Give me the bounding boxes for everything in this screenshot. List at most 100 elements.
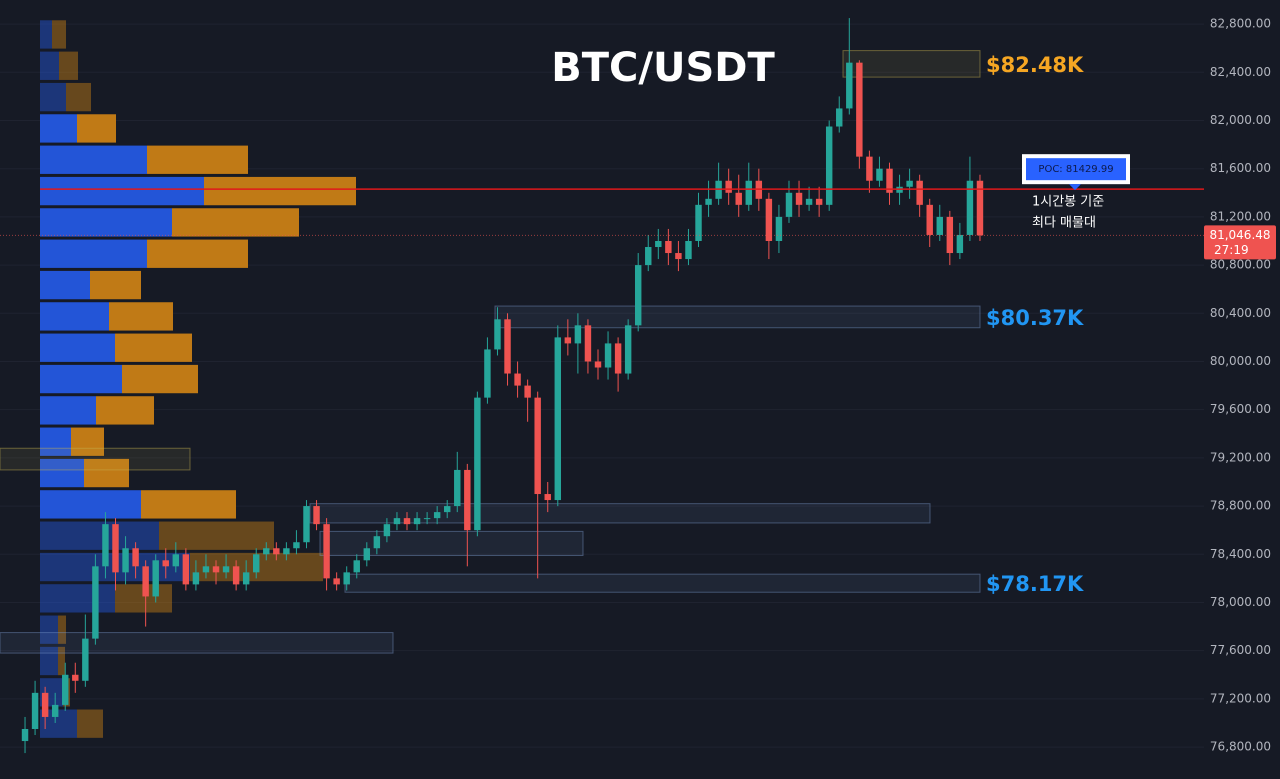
candle-body — [906, 180, 913, 187]
profile-buy-bar — [40, 20, 52, 49]
candle-body — [423, 518, 431, 520]
profile-buy-bar — [40, 396, 96, 425]
profile-buy-bar — [40, 521, 159, 550]
candle-body — [594, 361, 602, 368]
candle-body — [82, 638, 89, 681]
candle-body — [916, 180, 923, 205]
candle-body — [544, 494, 551, 501]
profile-sell-bar — [159, 521, 274, 550]
profile-buy-bar — [40, 458, 84, 488]
profile-sell-bar — [204, 176, 356, 206]
countdown-label: 27:19 — [1214, 243, 1249, 257]
candle-body — [725, 180, 732, 193]
profile-buy-bar — [40, 114, 77, 143]
y-tick-label: 78,400.00 — [1210, 547, 1271, 561]
profile-sell-bar — [115, 333, 192, 362]
profile-sell-bar — [71, 427, 104, 456]
candle-body — [624, 325, 632, 374]
candle-body — [31, 692, 39, 729]
profile-sell-bar — [172, 208, 299, 237]
candle-body — [695, 204, 702, 241]
profile-buy-bar — [40, 490, 141, 519]
candle-body — [926, 204, 933, 235]
y-tick-label: 77,600.00 — [1210, 643, 1271, 657]
candle-body — [454, 469, 461, 507]
candle-body — [353, 560, 360, 573]
profile-sell-bar — [58, 615, 66, 644]
candle-body — [765, 198, 773, 241]
candle-body — [655, 240, 662, 248]
y-tick-label: 78,800.00 — [1210, 499, 1271, 513]
candle-body — [634, 265, 642, 326]
candle-body — [534, 397, 541, 495]
candle-body — [825, 126, 833, 205]
candle-body — [433, 512, 441, 519]
candle-body — [172, 554, 180, 567]
candle-body — [514, 373, 521, 386]
last-price-label: 81,046.48 — [1209, 228, 1270, 242]
candle-body — [343, 572, 350, 585]
y-tick-label: 82,000.00 — [1210, 113, 1271, 127]
y-tick-label: 79,600.00 — [1210, 402, 1271, 416]
profile-sell-bar — [66, 82, 91, 112]
candle-body — [866, 156, 873, 181]
candle-body — [504, 319, 511, 374]
candle-body — [614, 343, 622, 374]
candle-body — [333, 578, 340, 585]
profile-sell-bar — [84, 458, 129, 488]
poc-label: POC: 81429.99 — [1038, 164, 1113, 175]
candle-body — [966, 180, 974, 235]
zone-label: $78.17K — [986, 572, 1084, 596]
profile-buy-bar — [40, 82, 66, 112]
candle-body — [886, 168, 893, 193]
candle-body — [202, 566, 210, 573]
poc-box — [1026, 158, 1126, 181]
y-tick-label: 80,000.00 — [1210, 354, 1271, 368]
price-zone — [319, 530, 584, 556]
candle-body — [72, 674, 79, 681]
candle-body — [524, 385, 531, 398]
y-tick-label: 82,400.00 — [1210, 65, 1271, 79]
profile-buy-bar — [40, 51, 59, 80]
candle-body — [293, 542, 300, 549]
price-zone — [344, 573, 981, 593]
price-zone — [842, 50, 981, 78]
candle-body — [62, 674, 69, 705]
candle-body — [484, 349, 491, 398]
candle-body — [253, 554, 260, 573]
candle-body — [846, 62, 853, 109]
candle-body — [192, 572, 200, 585]
candle-body — [554, 337, 562, 501]
candle-body — [363, 548, 371, 561]
candle-body — [323, 524, 330, 579]
profile-sell-bar — [52, 20, 66, 49]
candle-body — [946, 216, 954, 254]
candle-body — [836, 108, 843, 127]
candle-body — [273, 548, 280, 555]
candle-body — [795, 192, 803, 205]
candles — [21, 18, 984, 754]
candle-body — [584, 325, 592, 362]
profile-buy-bar — [40, 333, 115, 362]
y-tick-label: 81,600.00 — [1210, 161, 1271, 175]
profile-sell-bar — [141, 490, 236, 519]
candle-body — [574, 325, 582, 344]
profile-sell-bar — [147, 239, 248, 268]
candle-body — [51, 704, 59, 717]
chart-title: BTC/USDT — [551, 45, 775, 91]
profile-buy-bar — [40, 615, 58, 644]
candle-body — [494, 319, 501, 350]
annotation: 최다 매물대 — [1032, 216, 1096, 231]
profile-buy-bar — [40, 145, 147, 174]
candle-body — [232, 566, 240, 585]
annotation: 1시간봉 기준 — [1032, 195, 1104, 210]
price-zone — [0, 447, 191, 471]
candle-body — [393, 518, 401, 525]
candle-body — [675, 253, 682, 260]
candle-body — [604, 343, 612, 368]
candle-body — [785, 192, 793, 217]
candle-body — [383, 524, 391, 537]
candle-body — [443, 506, 451, 513]
candle-body — [403, 518, 411, 525]
